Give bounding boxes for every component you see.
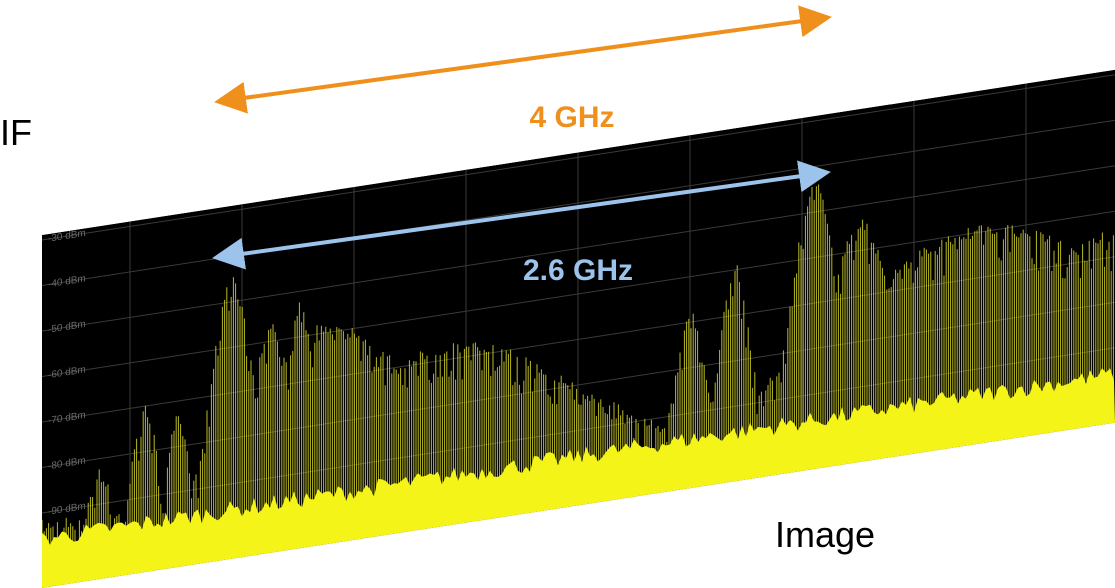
if-label: IF xyxy=(0,112,32,153)
screenshot: -30 dBm-40 dBm-50 dBm-60 dBm-70 dBm-80 d… xyxy=(0,0,1115,588)
outer-span-arrow xyxy=(222,18,824,101)
page: -30 dBm-40 dBm-50 dBm-60 dBm-70 dBm-80 d… xyxy=(0,0,1115,588)
image-label: Image xyxy=(775,514,875,555)
inner-span-label: 2.6 GHz xyxy=(523,254,633,287)
spectrum-display: -30 dBm-40 dBm-50 dBm-60 dBm-70 dBm-80 d… xyxy=(42,69,1115,588)
outer-span-label: 4 GHz xyxy=(529,101,614,134)
